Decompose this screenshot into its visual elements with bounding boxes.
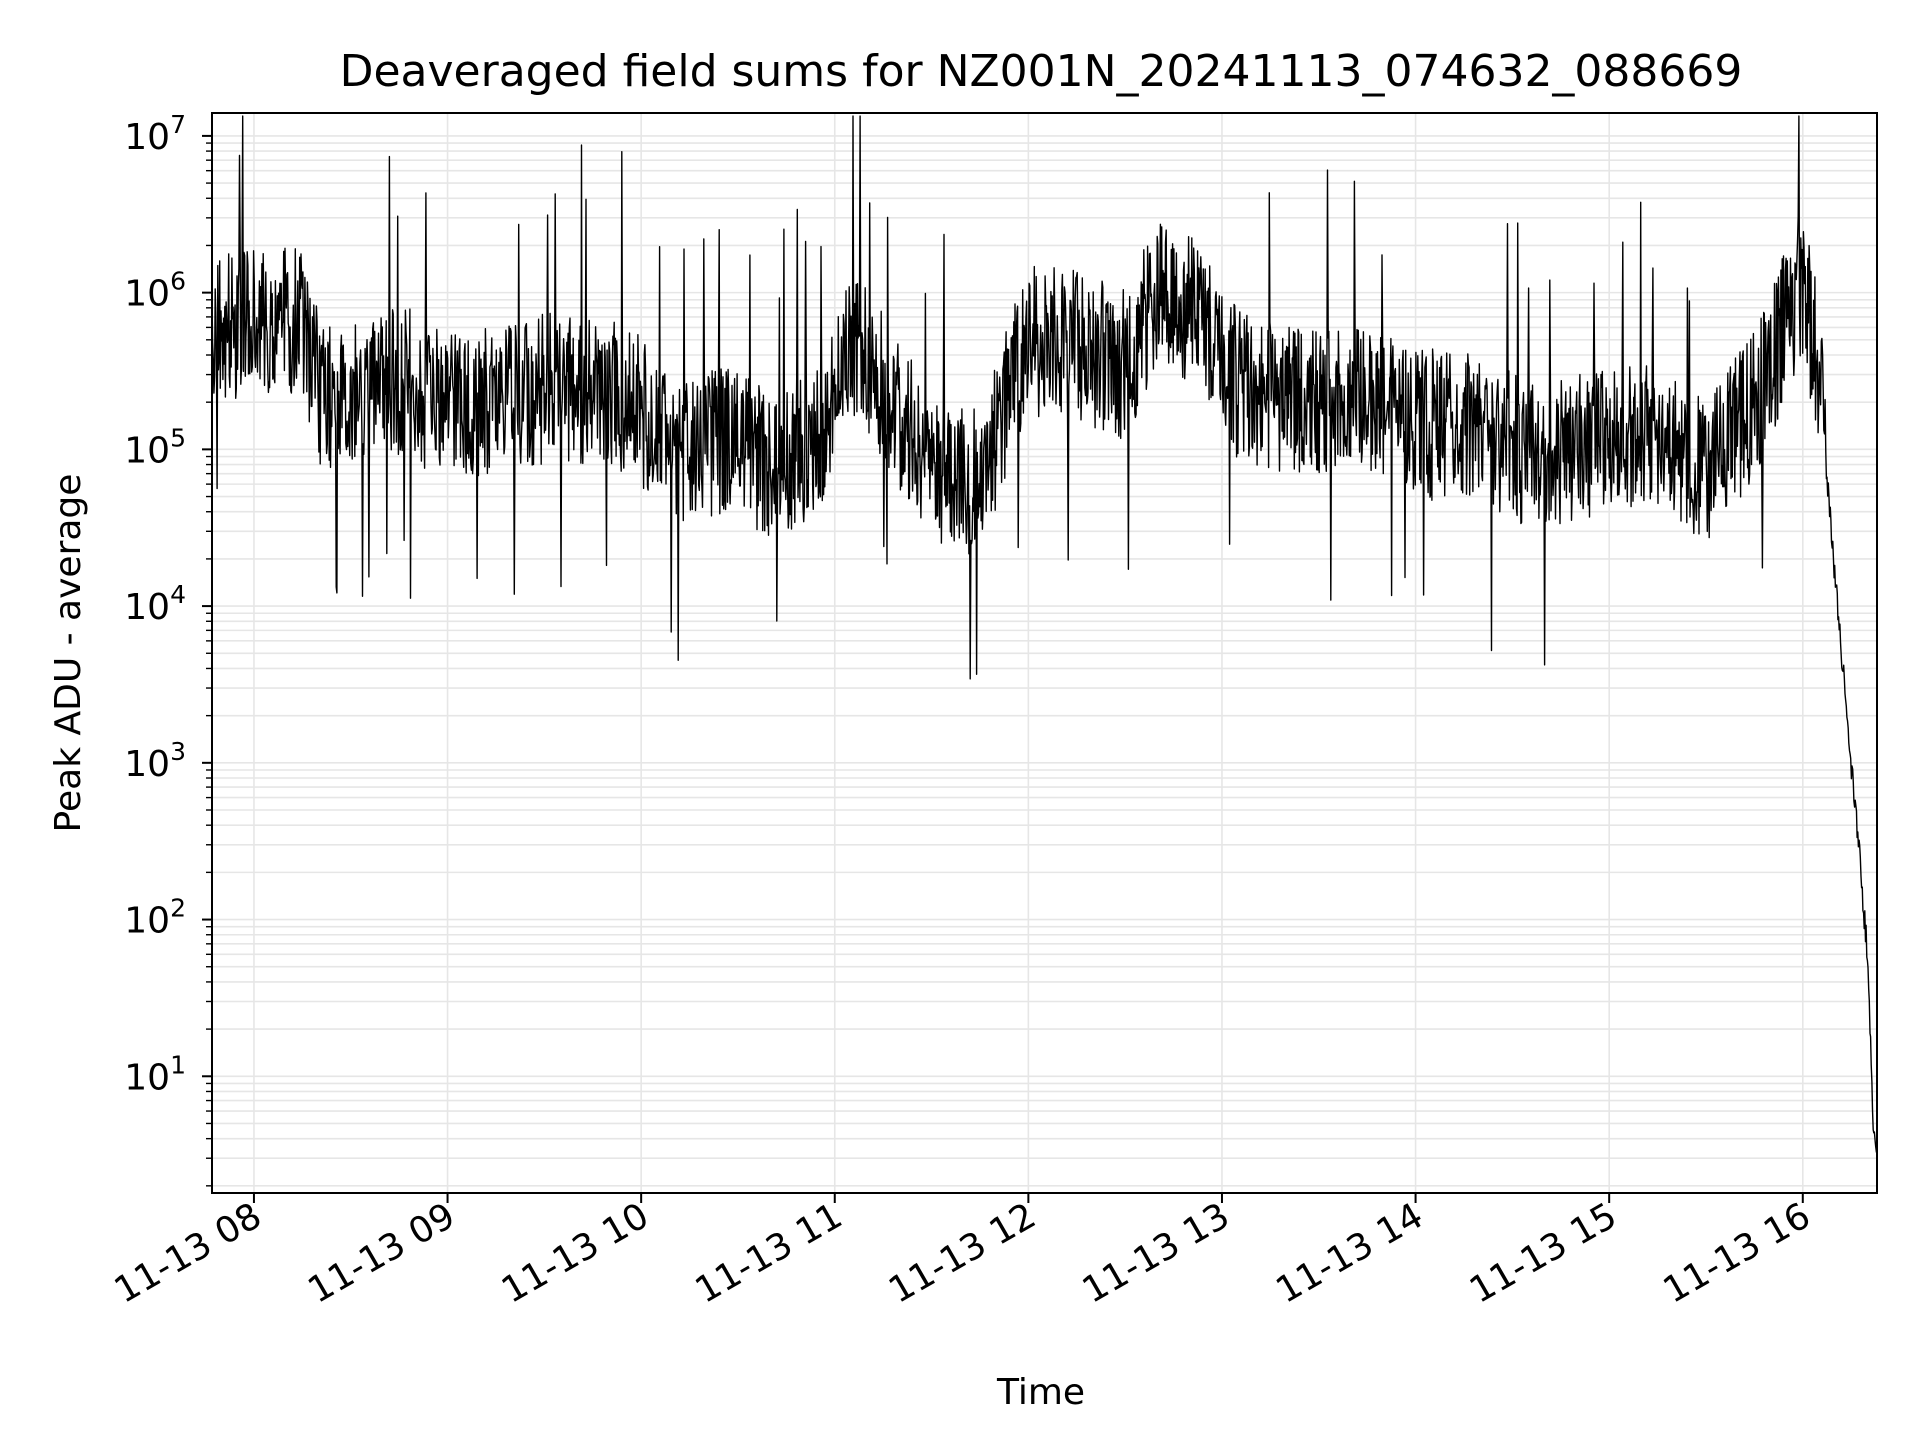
x-axis-label: Time [996,1372,1085,1413]
y-tick-label: 105 [124,423,186,471]
y-tick-label: 103 [124,737,186,785]
y-tick-label: 107 [124,110,186,158]
y-tick-label: 102 [124,894,186,942]
y-axis-label: Peak ADU - average [48,474,89,833]
chart-title: Deaveraged field sums for NZ001N_2024111… [340,46,1743,97]
series-line [211,115,1878,1153]
y-tick-label: 106 [124,267,186,315]
grid [212,113,1877,1193]
y-tick-label: 101 [124,1050,186,1098]
y-tick-label: 104 [124,580,186,628]
